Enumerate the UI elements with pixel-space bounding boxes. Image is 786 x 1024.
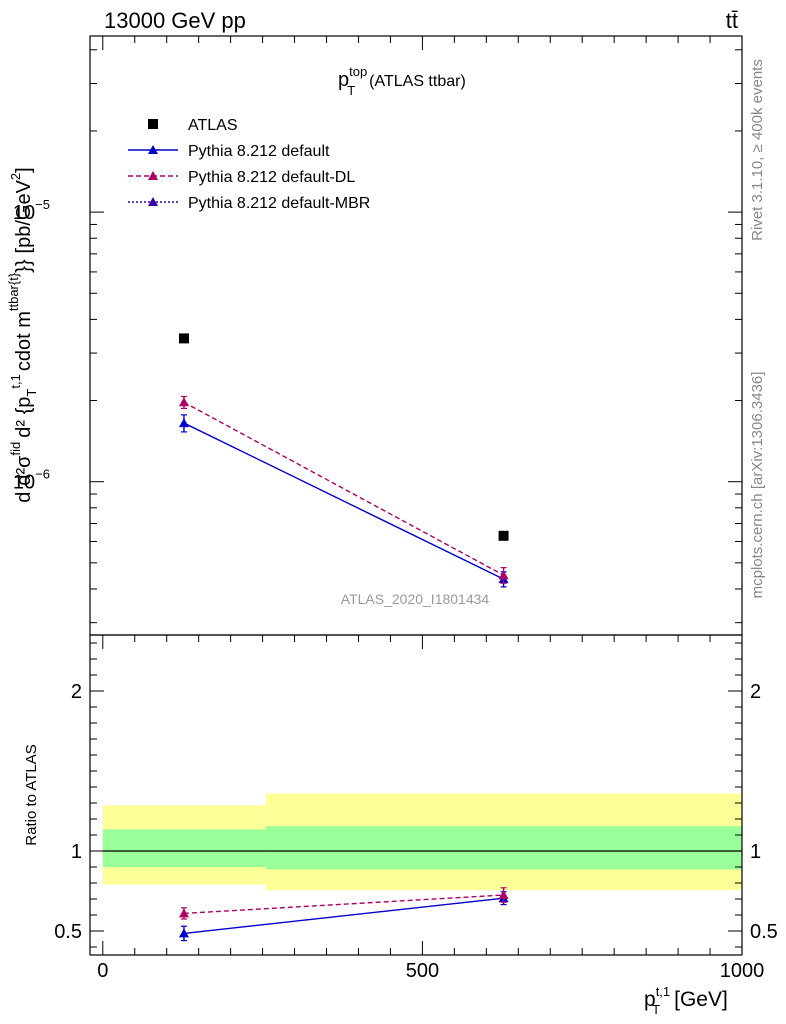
uncertainty-band-green <box>102 829 266 867</box>
series-line <box>183 401 504 576</box>
uncertainty-band-green <box>265 826 742 870</box>
legend-label: Pythia 8.212 default <box>188 143 330 160</box>
ratio-frame <box>89 634 743 956</box>
ratio-y-tick-label: 1 <box>71 841 82 863</box>
legend-label: Pythia 8.212 default-DL <box>188 169 355 186</box>
series-marker <box>498 570 509 580</box>
legend-marker <box>148 197 158 206</box>
ratio-ylabel: Ratio to ATLAS <box>23 744 40 845</box>
header-left: 13000 GeV pp <box>104 8 246 33</box>
main-ylabel: dd²σfidd² {pTt,1cdot mttbar{t}}}[pb/GeV2… <box>6 167 39 502</box>
main-title: ptop T(ATLAS ttbar) <box>338 64 466 98</box>
ratio-series-line <box>183 894 504 915</box>
x-tick-label: 0 <box>97 960 108 982</box>
series-line <box>183 422 504 580</box>
ratio-series-marker <box>498 890 509 899</box>
series-marker <box>178 397 189 407</box>
x-tick-label: 500 <box>406 960 439 982</box>
main-plot: 10−6 10−5 <box>13 35 743 636</box>
series-marker <box>178 418 189 428</box>
analysis-watermark: ATLAS_2020_I1801434 <box>341 591 490 607</box>
legend-label: Pythia 8.212 default-MBR <box>188 195 370 212</box>
legend: ATLAS Pythia 8.212 default Pythia 8.212 de… <box>128 117 370 212</box>
legend-marker <box>148 145 158 154</box>
atlas-point <box>178 333 189 344</box>
legend-marker <box>148 119 158 129</box>
ratio-series-marker <box>178 928 189 938</box>
rivet-label: Rivet 3.1.10, ≥ 400k events <box>749 59 766 241</box>
atlas-point <box>498 530 509 541</box>
header-right: tt̄ <box>726 8 738 33</box>
ratio-y-tick-label: 2 <box>71 681 82 703</box>
mcplots-label: mcplots.cern.ch [arXiv:1306.3436] <box>749 372 766 599</box>
ratio-y-tick-label-right: 0.5 <box>750 921 778 943</box>
legend-marker <box>148 171 158 180</box>
ratio-series-line <box>183 897 504 935</box>
legend-label: ATLAS <box>188 117 238 134</box>
xlabel: pt,1 T [GeV] <box>644 984 728 1017</box>
ratio-plot: 0.5 0.5 1 1 2 2 0 500 1000 <box>54 634 778 982</box>
ratio-y-tick-label: 0.5 <box>54 921 82 943</box>
x-tick-label: 1000 <box>720 960 765 982</box>
ratio-y-tick-label-right: 2 <box>750 681 761 703</box>
y-tick-label: 10−6 <box>13 467 50 494</box>
ratio-series-marker <box>178 908 189 918</box>
ratio-y-tick-label-right: 1 <box>750 841 761 863</box>
y-tick-label: 10−5 <box>13 197 50 224</box>
